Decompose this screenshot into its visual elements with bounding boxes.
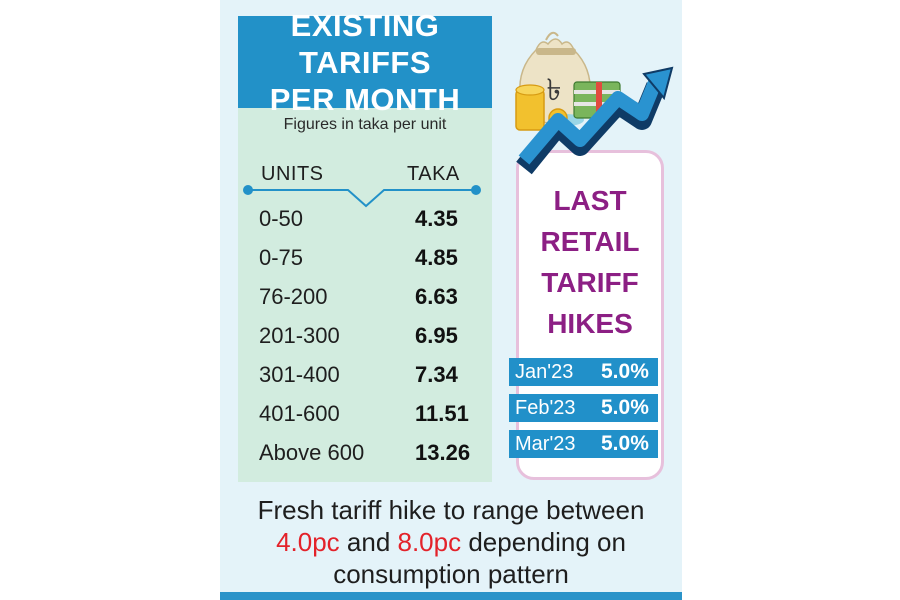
taka-value: 11.51: [415, 401, 469, 426]
footer-note: Fresh tariff hike to range between 4.0pc…: [220, 494, 682, 590]
hike-row-jan: Jan'23 5.0%: [509, 358, 658, 386]
footer-line-3: consumption pattern: [333, 559, 569, 589]
hike-row-mar: Mar'23 5.0%: [509, 430, 658, 458]
low-range: 4.0pc: [276, 527, 340, 557]
title-line-1: EXISTING TARIFFS: [290, 7, 440, 80]
table-row: 201-300 6.95: [238, 319, 492, 355]
hikes-title-line: HIKES: [547, 308, 633, 339]
hike-value: 5.0%: [601, 396, 649, 419]
high-range: 8.0pc: [397, 527, 462, 557]
unit-range: 0-75: [259, 245, 304, 270]
title-line-2: PER MONTH: [269, 81, 461, 117]
taka-value: 13.26: [415, 440, 471, 465]
table-row: 401-600 11.51: [238, 397, 492, 433]
hikes-title-line: RETAIL: [540, 226, 640, 257]
taka-value: 6.63: [415, 284, 458, 309]
tariff-title: EXISTING TARIFFS PER MONTH: [238, 8, 492, 117]
unit-range: 201-300: [259, 323, 340, 348]
taka-value: 4.35: [415, 206, 458, 231]
footer-line-1: Fresh tariff hike to range between: [257, 495, 645, 525]
taka-value: 6.95: [415, 323, 458, 348]
hike-month: Mar'23: [515, 433, 576, 455]
footer-line-2: 4.0pc and 8.0pc depending on: [220, 526, 682, 558]
rising-arrow-icon: [516, 66, 674, 175]
table-row: 0-50 4.35: [238, 202, 492, 238]
footer-and: and: [339, 527, 398, 557]
table-row: 0-75 4.85: [238, 241, 492, 277]
unit-range: 76-200: [259, 284, 328, 309]
table-row: 301-400 7.34: [238, 358, 492, 394]
hike-value: 5.0%: [601, 432, 649, 455]
taka-value: 4.85: [415, 245, 458, 270]
hikes-title-line: LAST: [553, 185, 627, 216]
taka-value: 7.34: [415, 362, 458, 387]
tariff-hikes-panel: [516, 150, 664, 480]
hike-row-feb: Feb'23 5.0%: [509, 394, 658, 422]
bottom-rule: [220, 592, 682, 600]
column-header-units: UNITS: [261, 163, 324, 185]
hikes-title: LAST RETAIL TARIFF HIKES: [516, 180, 664, 344]
header-connector-line: [243, 185, 481, 208]
hike-value: 5.0%: [601, 360, 649, 383]
column-header-taka: TAKA: [407, 163, 460, 185]
table-row: 76-200 6.63: [238, 280, 492, 316]
unit-range: Above 600: [259, 440, 365, 465]
money-growth-illustration: ৳: [515, 31, 674, 175]
units-note: Figures in taka per unit: [283, 116, 447, 133]
footer-after: depending on: [461, 527, 626, 557]
unit-range: 0-50: [259, 206, 304, 231]
unit-range: 301-400: [259, 362, 340, 387]
hike-month: Feb'23: [515, 397, 576, 419]
unit-range: 401-600: [259, 401, 340, 426]
table-row: Above 600 13.26: [238, 436, 492, 472]
hikes-title-line: TARIFF: [541, 267, 639, 298]
taka-symbol-icon: ৳: [547, 73, 562, 108]
hike-month: Jan'23: [515, 361, 574, 383]
